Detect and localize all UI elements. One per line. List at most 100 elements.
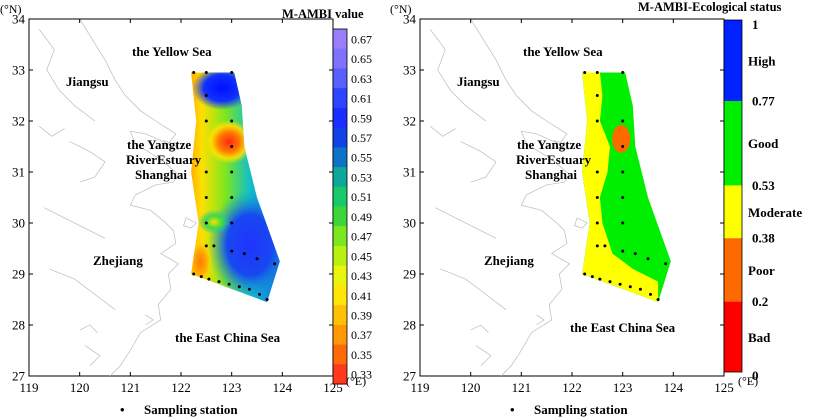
colorbar-segment (333, 245, 347, 267)
right-caption-dot: • (510, 402, 515, 417)
colorbar-tick-label: 0.41 (351, 289, 372, 303)
colorbar-segment (333, 226, 347, 247)
status-legend-frame (723, 19, 743, 373)
colorbar-segment (333, 206, 347, 227)
lat-tick-label: 32 (12, 114, 25, 129)
colorbar-segment (333, 167, 347, 188)
label-yangtze-1-r: the Yangtze (517, 137, 581, 152)
sampling-station (595, 119, 599, 123)
sampling-station (621, 119, 625, 123)
sampling-station (618, 282, 622, 286)
sampling-station (230, 119, 234, 123)
mambi-colorbar: 0.67 0.65 0.63 0.61 0.59 0.57 0.55 0.53 0.51 0.49… (332, 28, 372, 385)
coastline-segment (183, 217, 197, 229)
sampling-station (621, 221, 625, 225)
sampling-station (603, 244, 607, 248)
right-lon-unit: (°E) (738, 374, 758, 388)
sampling-station (230, 145, 234, 148)
right-legend-title: M-AMBI-Ecological status (638, 0, 782, 14)
field-blue-north (192, 72, 252, 110)
colorbar-segment (333, 147, 347, 168)
sampling-station (621, 145, 625, 148)
sampling-station (247, 287, 251, 291)
sampling-station (608, 280, 612, 284)
colorbar-tick-label: 0.45 (351, 249, 372, 263)
sampling-station (207, 277, 211, 281)
sampling-station (204, 196, 208, 199)
coastline-segment (429, 125, 456, 137)
label-east-china-sea-r: the East China Sea (570, 320, 676, 335)
sampling-station (621, 196, 625, 199)
field-warm-south (191, 240, 212, 284)
colorbar-tick-label: 0.37 (351, 328, 372, 342)
sampling-station (230, 196, 234, 199)
sampling-station (595, 244, 599, 248)
status-bound-label: 0.38 (752, 231, 775, 246)
status-class-label: High (748, 54, 776, 69)
status-class-label: Poor (748, 263, 775, 278)
sampling-station (230, 170, 234, 174)
status-bound-label: 0.2 (752, 294, 768, 309)
status-colorbar: High Good Moderate Poor Bad 1 0.77 0.53 0.38 0.2 0 (723, 17, 802, 383)
status-moderate-area (582, 72, 659, 303)
colorbar-tick-label: 0.55 (351, 151, 372, 165)
coastline-segment (553, 140, 571, 150)
coastline-segment (79, 324, 98, 333)
lat-tick-label: 33 (403, 63, 416, 78)
colorbar-segment (333, 344, 347, 365)
coastline-segment (162, 140, 180, 150)
sampling-station (227, 282, 231, 286)
coastline-segment (460, 141, 497, 183)
lon-tick-label: 125 (714, 380, 734, 395)
colorbar-segment (333, 364, 347, 385)
left-stations (192, 71, 277, 301)
coastline-segment (435, 207, 497, 239)
sampling-station (583, 272, 587, 276)
sampling-station (664, 262, 668, 266)
label-east-china-sea: the East China Sea (175, 330, 281, 345)
label-yangtze-2-r: RiverEstuary (516, 152, 592, 167)
sampling-station (273, 262, 277, 266)
label-shanghai: Shanghai (135, 167, 187, 182)
sampling-station (192, 71, 196, 74)
status-class-swatch (724, 185, 742, 239)
coastline-segment (429, 28, 487, 122)
lat-tick-label: 28 (12, 318, 25, 333)
sampling-station (204, 170, 208, 174)
lat-tick-label: 33 (12, 63, 25, 78)
label-shanghai-r: Shanghai (525, 167, 577, 182)
label-jiangsu-r: Jiangsu (457, 74, 500, 89)
sampling-station (621, 170, 625, 174)
coastline-segment (574, 217, 588, 229)
coastline-segment (440, 268, 507, 310)
sampling-station (649, 292, 652, 296)
colorbar-tick-label: 0.61 (351, 92, 372, 106)
lat-tick-label: 34 (403, 12, 417, 27)
left-legend-title: M-AMBI value (282, 7, 364, 21)
status-class-swatch (724, 20, 742, 101)
coastline-segment (84, 345, 101, 367)
colorbar-tick-label: 0.67 (351, 32, 372, 46)
sampling-station (638, 287, 642, 291)
sampling-station (242, 252, 246, 256)
sampling-station (598, 277, 602, 281)
status-class-swatch (724, 101, 742, 186)
status-bound-label: 0.53 (752, 178, 775, 193)
lon-tick-label: 124 (273, 380, 293, 395)
field-green-spot (198, 210, 230, 234)
sampling-station (237, 285, 241, 289)
left-mambi-field (191, 72, 280, 303)
status-class-label: Good (748, 136, 779, 151)
lon-tick-label: 121 (121, 380, 141, 395)
sampling-station (595, 170, 599, 174)
coastline-segment (38, 28, 96, 122)
status-bound-label: 0 (752, 368, 759, 383)
right-status-field (582, 72, 671, 303)
left-lon-unit: (°E) (346, 374, 366, 388)
colorbar-tick-label: 0.43 (351, 269, 372, 283)
colorbar-segment (333, 29, 347, 50)
left-coastline (38, 18, 197, 377)
sampling-station (212, 244, 216, 248)
coastline-segment (49, 268, 116, 310)
colorbar-tick-label: 0.49 (351, 210, 372, 224)
